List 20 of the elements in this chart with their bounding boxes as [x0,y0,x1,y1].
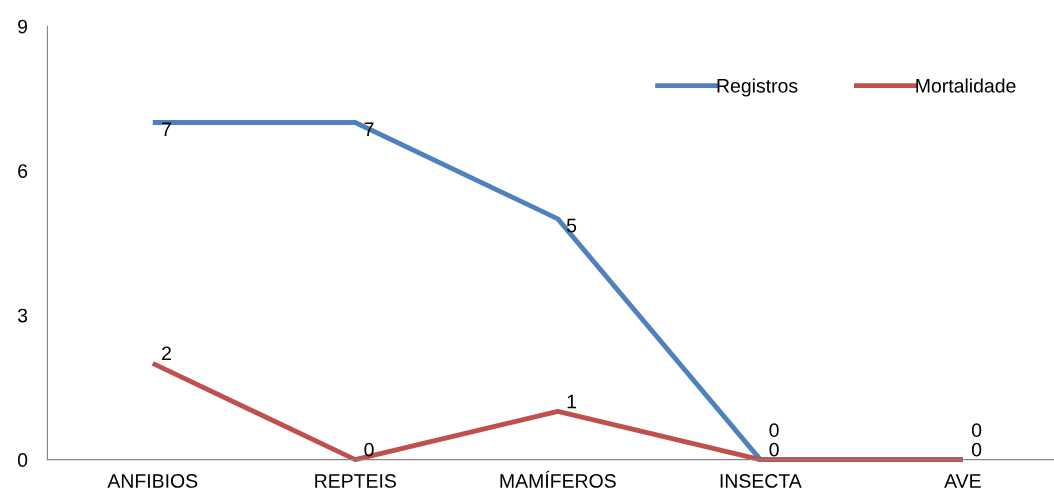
data-label: 0 [769,442,779,457]
data-label: 0 [769,423,779,438]
y-tick-label: 9 [18,19,28,34]
data-label: 5 [566,218,577,233]
x-tick-label: MAMÍFEROS [500,470,616,488]
data-label: 7 [162,122,171,136]
x-tick-label: REPTEIS [315,474,396,488]
legend-label: Registros [717,78,798,97]
y-tick-label: 0 [17,453,28,467]
x-tick-label: INSECTA [720,474,802,488]
data-label: 0 [971,423,982,438]
data-label: 2 [162,346,171,361]
y-tick-label: 6 [18,164,28,178]
data-label: 1 [567,394,576,409]
x-tick-label: ANFIBIOS [107,474,198,488]
data-label: 0 [971,442,982,457]
y-tick-label: 3 [17,308,28,323]
x-tick-label: AVE [944,474,981,488]
data-label: 0 [364,442,374,457]
legend-label: Mortalidade [916,78,1016,93]
